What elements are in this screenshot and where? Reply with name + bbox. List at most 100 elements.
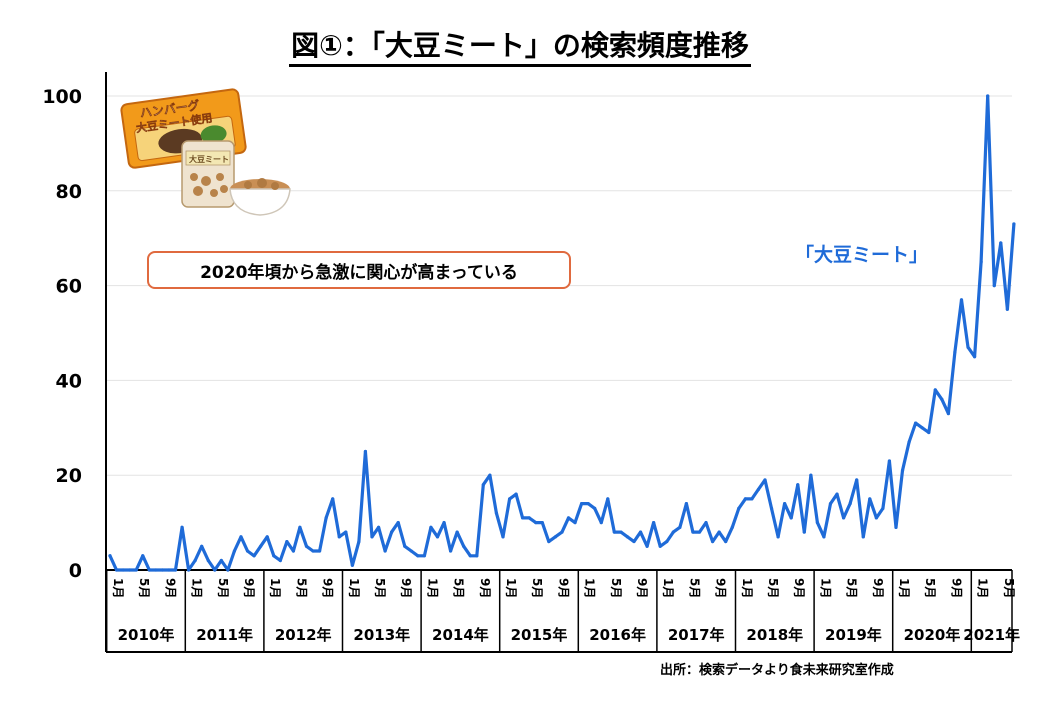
y-tick-label: 100 [42,86,82,108]
data-point [141,554,145,558]
data-point [435,535,440,539]
x-tick-label: 9月 [478,578,492,598]
data-point [455,530,459,534]
data-point [973,355,977,359]
data-point [376,525,381,529]
data-point [187,568,191,572]
data-point [842,516,846,520]
series-label: 「大豆ミート」 [795,244,929,266]
data-point [390,530,394,534]
data-point [154,568,158,572]
y-tick-label: 20 [56,465,82,487]
data-point [114,568,119,572]
x-tick-label: 1月 [190,578,204,598]
data-point [239,535,243,539]
data-point [488,473,492,477]
data-point [959,298,964,302]
data-point [147,568,151,572]
data-point [724,539,728,544]
data-point [337,535,341,539]
x-tick-label: 9月 [556,578,570,598]
x-tick-label: 1月 [347,578,361,598]
y-tick-label: 40 [56,370,82,392]
data-point [547,539,551,544]
data-point [566,516,571,520]
data-point [128,568,132,572]
x-tick-label: 5月 [452,578,466,598]
annotation-callout: 2020年頃から急激に関心が高まっている [147,251,571,289]
data-point [828,502,833,506]
data-point [494,511,499,515]
data-point [979,260,983,264]
data-point [403,544,407,548]
x-tick-label: 1月 [740,578,754,598]
data-point [272,554,276,558]
data-point [449,549,453,553]
x-tick-label: 5月 [923,578,937,598]
data-point [684,502,689,506]
data-point [671,530,675,534]
x-tick-label: 5月 [609,578,623,598]
year-label: 2010年 [118,626,175,644]
data-point [894,525,898,529]
data-point [665,539,669,544]
data-point [344,530,348,534]
x-tick-label: 9月 [871,578,885,598]
x-tick-label: 5月 [294,578,308,598]
x-tick-label: 9月 [949,578,963,598]
data-point [167,568,171,572]
data-point [259,544,263,548]
data-point [501,535,505,539]
data-point [534,521,538,525]
data-point [769,506,774,510]
data-point [966,345,970,349]
data-point [914,421,918,425]
x-tick-label: 5月 [373,578,387,598]
data-point [986,94,990,98]
x-tick-label: 5月 [216,578,230,598]
data-point [711,539,715,544]
data-point [737,506,741,510]
soy-meat-products-illustration: ハンバーグ 大豆ミート使用 大豆ミート [120,88,291,216]
data-point [900,468,905,473]
data-point [632,539,636,544]
data-point [429,525,433,529]
x-tick-label: 5月 [687,578,701,598]
y-tick-label: 0 [69,560,82,582]
data-point [252,554,256,558]
data-point [704,521,708,525]
data-point [200,544,204,548]
data-point [874,516,878,520]
year-label: 2019年 [825,626,882,644]
data-point [108,554,112,558]
data-point [481,483,485,487]
data-point [638,530,643,534]
data-point [946,411,951,416]
x-tick-label: 9月 [163,578,177,598]
year-label: 2014年 [432,626,489,644]
y-axis-tick-labels: 0 20 40 60 80 100 [42,86,82,582]
data-point [586,502,590,506]
data-point [180,525,184,529]
data-point [396,521,400,525]
data-point [409,549,413,553]
data-point [802,530,806,534]
data-point [763,478,767,482]
x-tick-label: 1月 [818,578,832,598]
data-point [121,568,125,572]
year-label: 2013年 [353,626,410,644]
data-point [612,530,616,534]
series-layer [108,94,1016,572]
year-label: 2016年 [589,626,646,644]
data-point [521,516,525,520]
data-point [226,568,230,572]
data-point [357,539,361,544]
data-point [291,549,295,553]
data-point [160,568,164,572]
data-point [245,549,250,553]
data-point [730,525,734,529]
x-tick-label: 9月 [792,578,806,598]
x-axis: 1月 5月 9月 1月 5月 9月 1月 5月 9月 1月 5月 9月 1月 5月 9月 1月 5月 9月 1月 5月… [105,569,1020,653]
data-point [796,483,800,487]
data-point [573,521,577,525]
